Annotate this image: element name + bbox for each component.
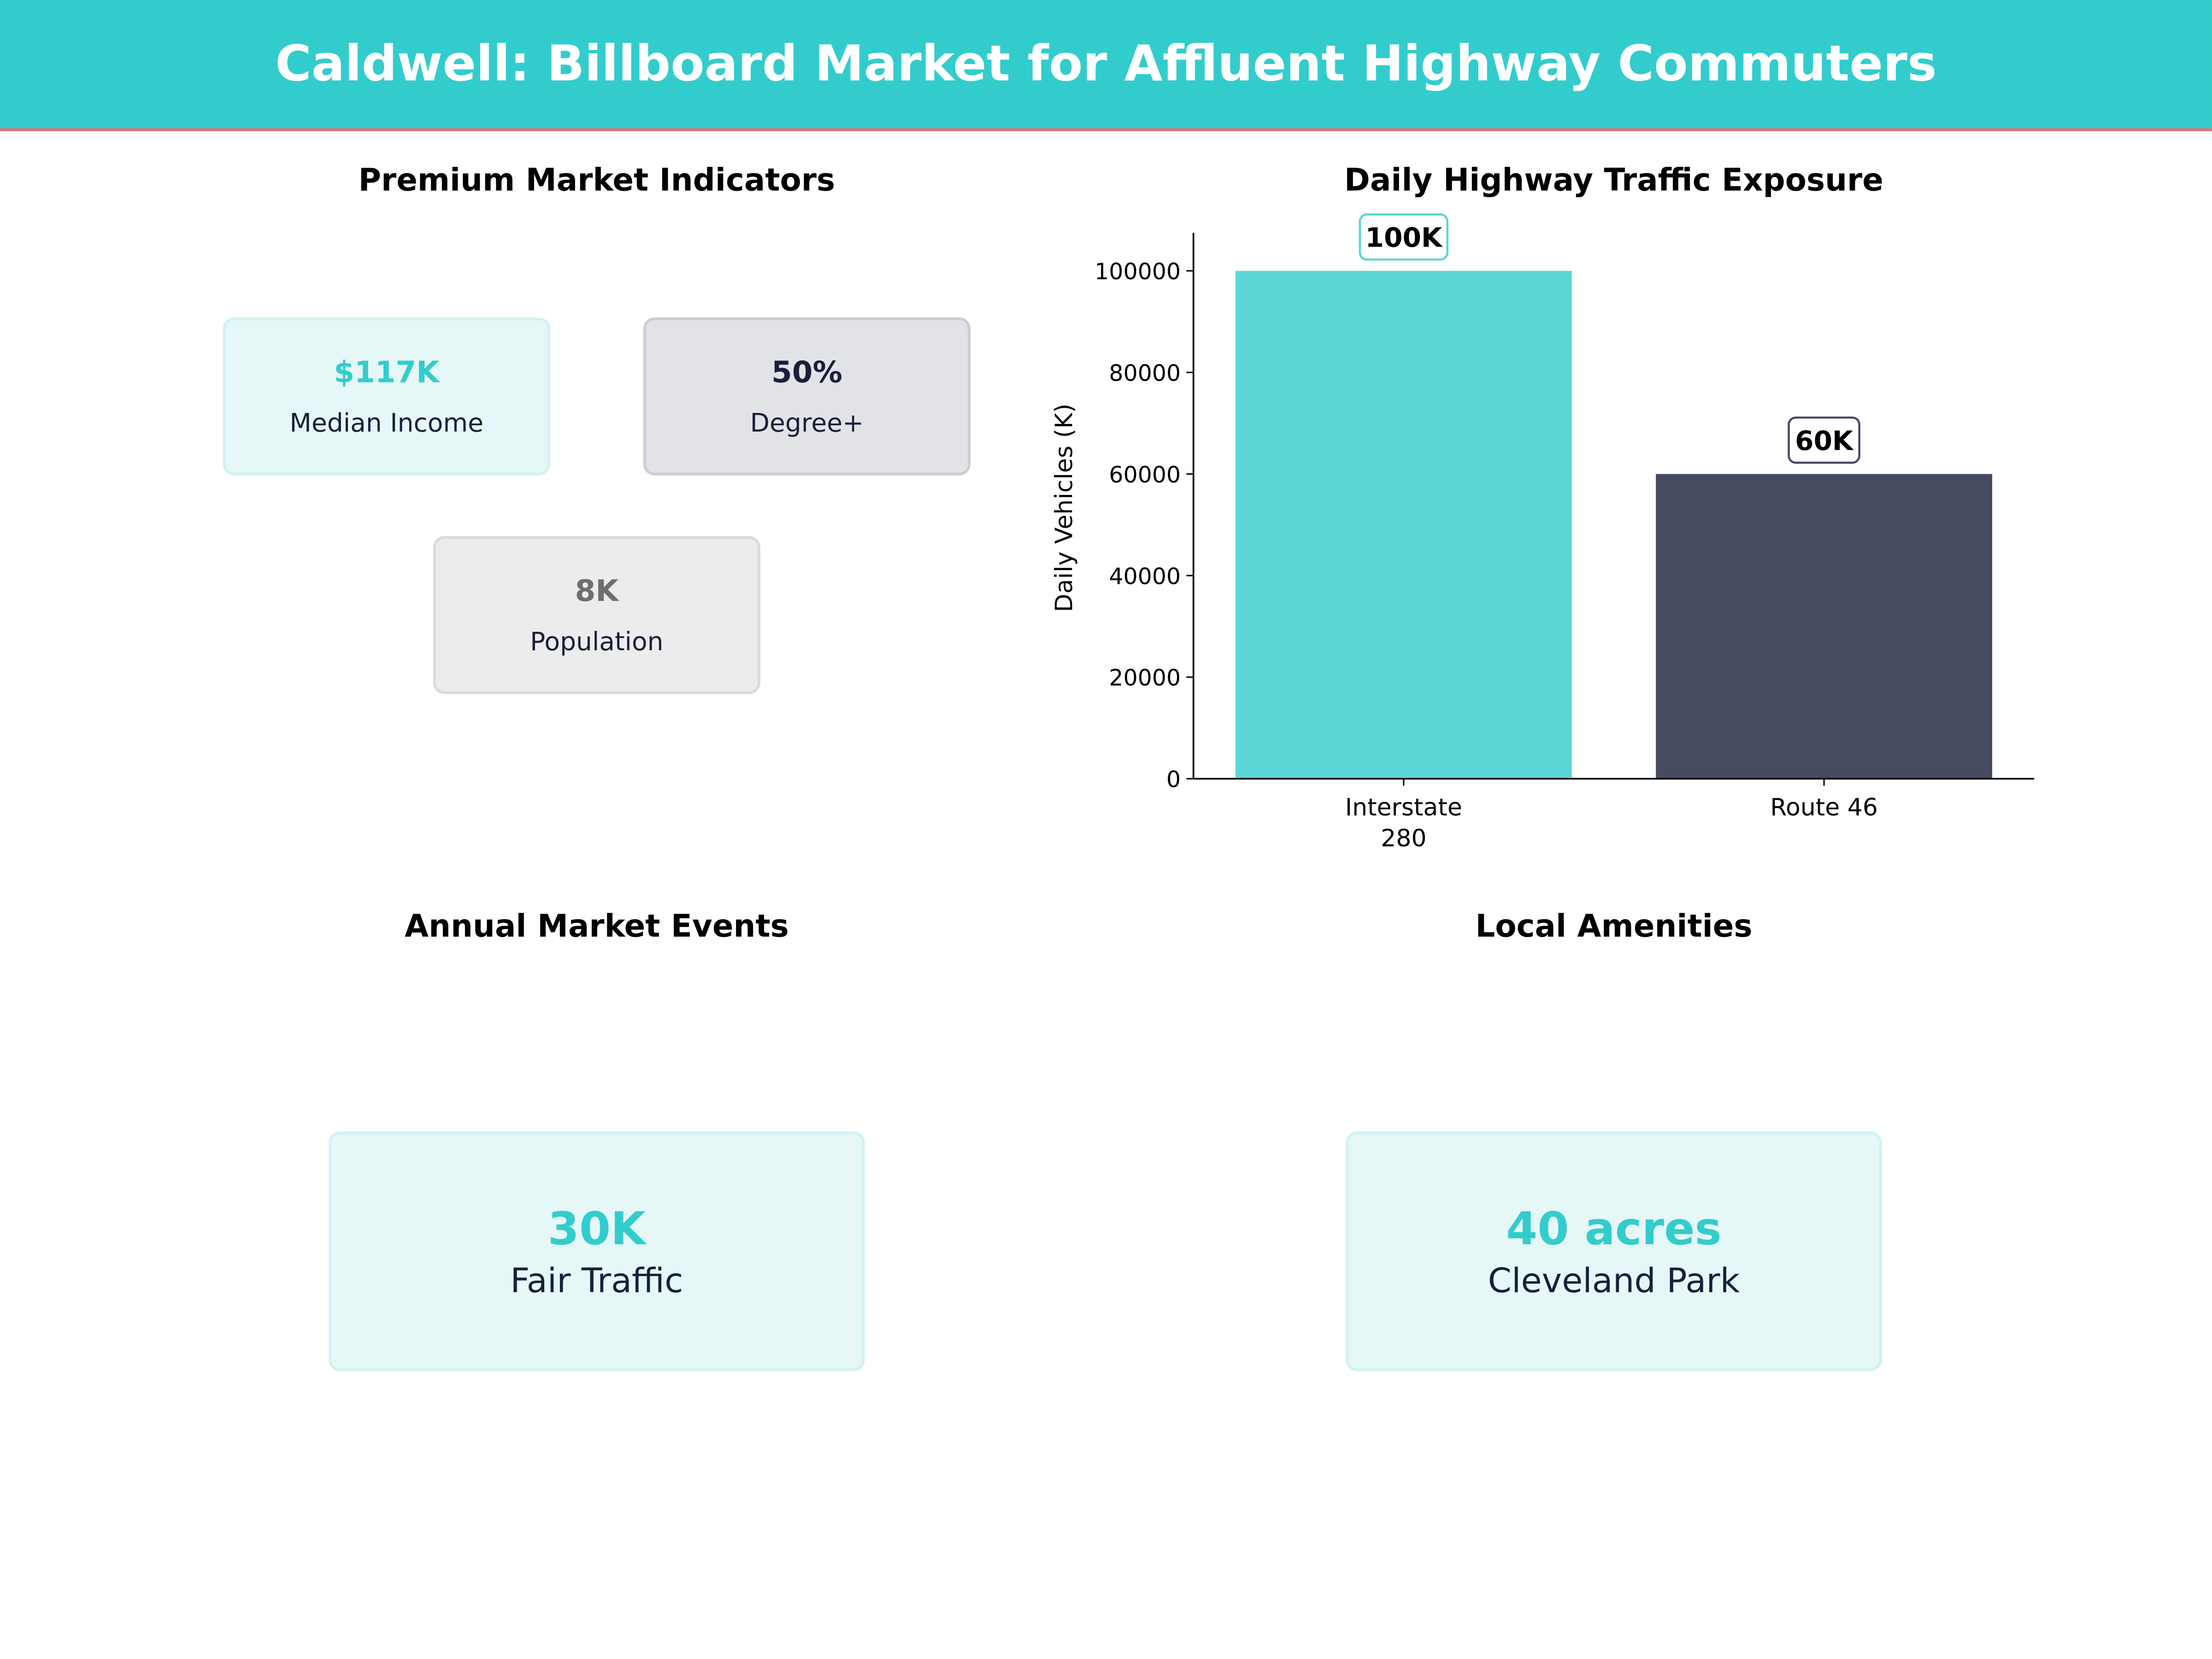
header-banner: Caldwell: Billboard Market for Affluent …	[0, 0, 2212, 131]
data-label-box-0	[1359, 213, 1449, 261]
park-value: 40 acres	[1506, 1202, 1722, 1256]
y-tick-label-5: 100000	[1094, 259, 1181, 285]
amenities-title: Local Amenities	[1475, 910, 1753, 946]
y-tick-label-3: 60000	[1109, 462, 1181, 488]
page-title: Caldwell: Billboard Market for Affluent …	[275, 36, 1937, 93]
data-label-0: 100K	[1365, 222, 1443, 253]
y-tick-label-0: 0	[1166, 766, 1181, 793]
degree-label: Degree+	[750, 408, 864, 438]
population-label: Population	[530, 627, 664, 657]
fair-traffic-card: 30K Fair Traffic	[329, 1131, 865, 1371]
degree-value: 50%	[771, 354, 842, 389]
events-title: Annual Market Events	[405, 910, 789, 946]
chart-title: Daily Highway Traffic Exposure	[1344, 164, 1883, 199]
y-tick-label-2: 40000	[1109, 563, 1181, 589]
median-income-label: Median Income	[289, 408, 484, 438]
fair-traffic-label: Fair Traffic	[510, 1261, 683, 1301]
indicators-title: Premium Market Indicators	[358, 164, 835, 199]
x-tick-label-1: Route 46	[1770, 794, 1878, 821]
park-label: Cleveland Park	[1488, 1261, 1740, 1301]
y-tick-label-1: 20000	[1109, 665, 1181, 691]
y-axis-label: Daily Vehicles (K)	[1051, 404, 1078, 612]
median-income-card: $117K Median Income	[223, 317, 550, 476]
degree-card: 50% Degree+	[643, 317, 971, 476]
x-tick-label-0: 280	[1381, 825, 1426, 853]
bar-0	[1235, 271, 1572, 779]
y-tick-label-4: 80000	[1109, 360, 1181, 387]
park-card: 40 acres Cleveland Park	[1346, 1131, 1882, 1371]
bar-1	[1656, 474, 1993, 779]
median-income-value: $117K	[334, 354, 440, 389]
population-value: 8K	[575, 573, 619, 607]
traffic-bar-chart: Interstate 280 100K Route 46 60K 0 20000 40000 6…	[1051, 213, 2035, 853]
data-label-box-1	[1788, 416, 1860, 464]
data-label-1: 60K	[1795, 425, 1854, 457]
fair-traffic-value: 30K	[547, 1202, 646, 1256]
x-tick-label-0: Interstate	[1345, 794, 1462, 821]
population-card: 8K Population	[433, 536, 760, 694]
